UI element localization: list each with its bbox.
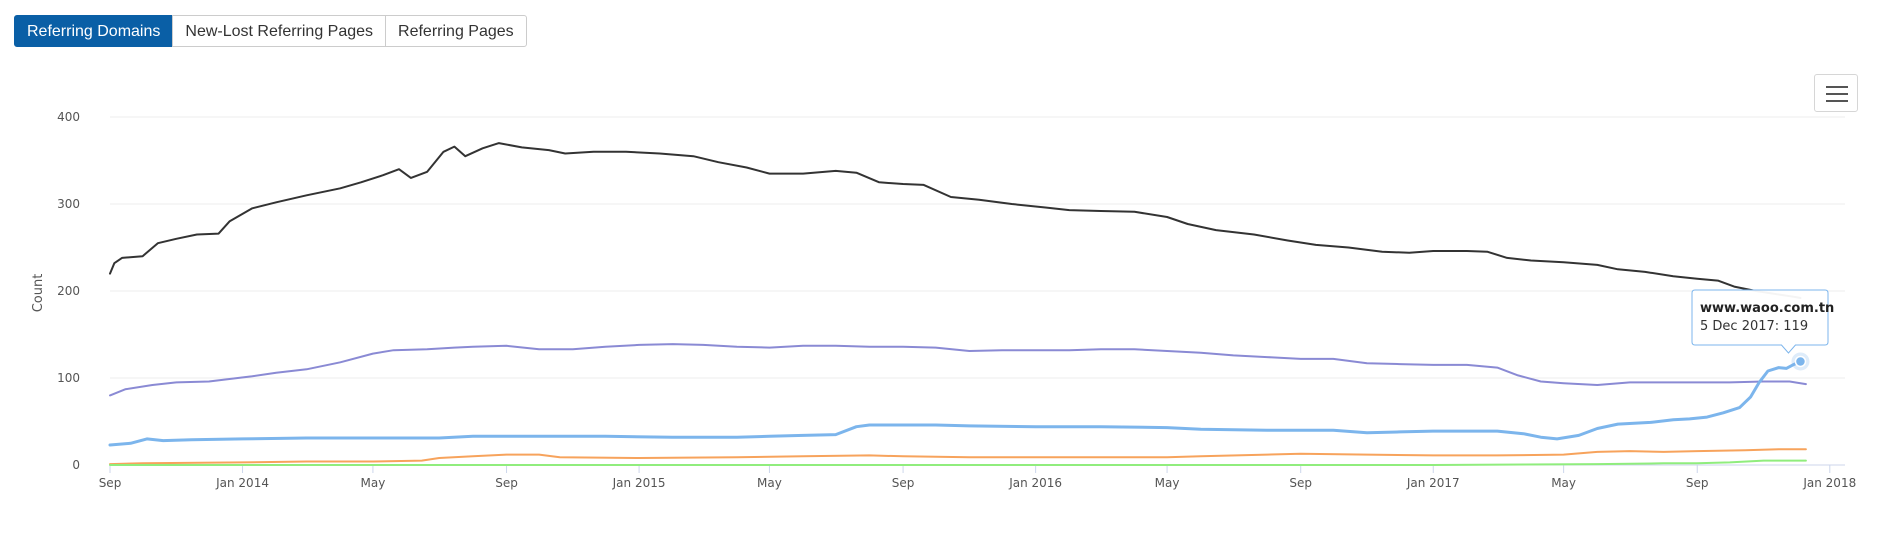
hamburger-menu-icon [1826,93,1848,95]
grid-lines [110,116,1845,466]
series-line-4[interactable] [109,448,1807,466]
series-line-3[interactable] [108,360,1802,447]
x-tick-label: May [361,476,386,490]
x-tick-label: Jan 2014 [215,476,269,490]
hamburger-menu-icon [1826,86,1848,88]
highlight-point[interactable] [1794,355,1807,368]
y-tick-label: 100 [57,371,80,385]
y-axis-label: Count [31,274,46,313]
x-tick-label: Sep [99,476,122,490]
x-tick-label: Jan 2015 [612,476,666,490]
series-line-2[interactable] [109,343,1807,397]
tooltip-body: 5 Dec 2017: 119 [1700,319,1808,334]
x-tick-label: Sep [1289,476,1312,490]
y-tick-label: 300 [57,197,80,211]
x-tick-label: Jan 2018 [1802,476,1856,490]
tooltip: www.waoo.com.tn 5 Dec 2017: 119 [1691,289,1834,354]
x-tick-label: Jan 2016 [1008,476,1062,490]
tooltip-box [1691,289,1829,354]
y-tick-label: 200 [57,284,80,298]
tooltip-title: www.waoo.com.tn [1700,301,1834,316]
x-tick-label: May [1551,476,1576,490]
x-tick-label: Sep [1686,476,1709,490]
x-tick-label: May [1155,476,1180,490]
tab-referring-pages[interactable]: Referring Pages [385,15,527,47]
chart-menu-button[interactable] [1814,74,1858,112]
tab-referring-domains[interactable]: Referring Domains [14,15,174,47]
tab-new-lost-referring-pages[interactable]: New-Lost Referring Pages [172,15,387,47]
x-tick-label: Sep [495,476,518,490]
series-group [108,142,1810,466]
x-tick-label: May [757,476,782,490]
tab-bar: Referring Domains New-Lost Referring Pag… [14,15,527,47]
series-line-5[interactable] [109,459,1807,466]
axes: 0 100 200 300 400 Sep Jan 2014 May Sep Jan 2015 Ma… [57,110,1856,490]
y-tick-label: 0 [72,458,80,472]
hamburger-menu-icon [1826,100,1848,102]
x-tick-label: Jan 2017 [1406,476,1460,490]
y-tick-label: 400 [57,110,80,124]
x-tick-label: Sep [892,476,915,490]
series-line-1[interactable] [109,142,1802,299]
